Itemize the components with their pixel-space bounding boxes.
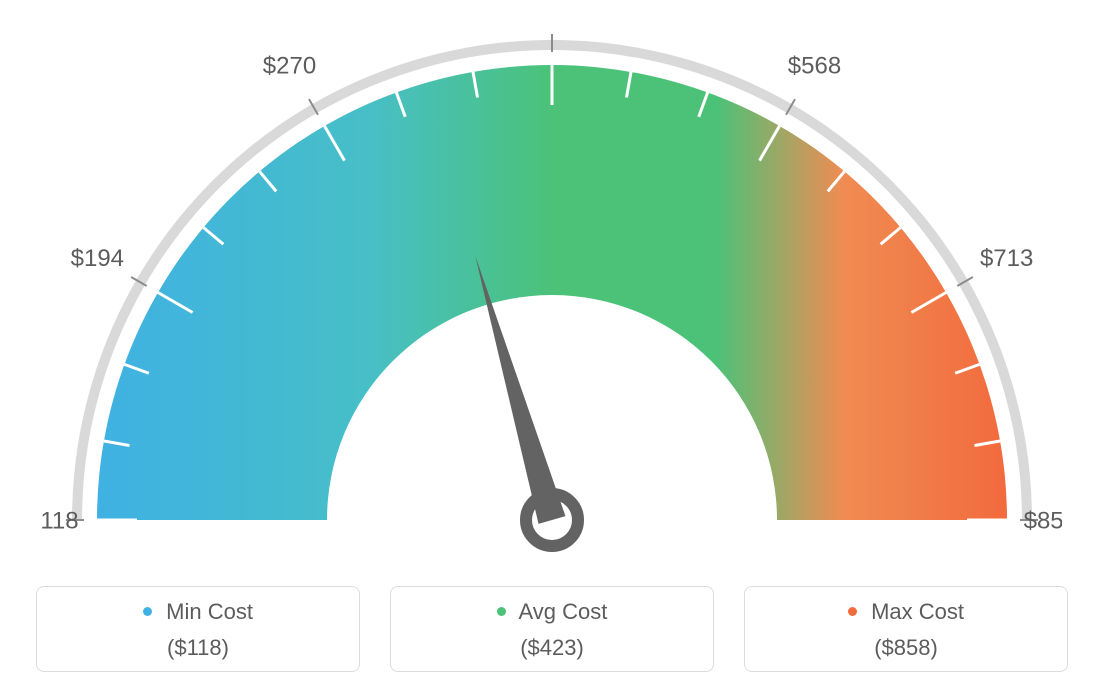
legend-title-min: Min Cost [47,599,349,625]
gauge-tick-label: $858 [1024,507,1062,534]
legend-dot-max [848,607,857,616]
gauge-tick-label: $194 [71,245,124,272]
legend-card-max: Max Cost ($858) [744,586,1068,672]
legend-value-min: ($118) [47,635,349,661]
legend-value-avg: ($423) [401,635,703,661]
legend-label-avg: Avg Cost [519,599,608,624]
gauge-container: $118$194$270$423$568$713$858 [42,10,1062,570]
legend-card-avg: Avg Cost ($423) [390,586,714,672]
legend-dot-min [143,607,152,616]
legend-label-max: Max Cost [871,599,964,624]
gauge-tick-label: $713 [980,245,1033,272]
gauge-tick-label: $568 [788,53,841,80]
legend-title-avg: Avg Cost [401,599,703,625]
legend-title-max: Max Cost [755,599,1057,625]
legend-card-min: Min Cost ($118) [36,586,360,672]
gauge-svg: $118$194$270$423$568$713$858 [42,10,1062,570]
legend-label-min: Min Cost [166,599,253,624]
gauge-tick-label: $270 [263,53,316,80]
legend-dot-avg [497,607,506,616]
legend-value-max: ($858) [755,635,1057,661]
legend-row: Min Cost ($118) Avg Cost ($423) Max Cost… [0,586,1104,672]
cost-gauge-chart: $118$194$270$423$568$713$858 Min Cost ($… [0,0,1104,690]
gauge-tick-label: $118 [42,507,79,534]
